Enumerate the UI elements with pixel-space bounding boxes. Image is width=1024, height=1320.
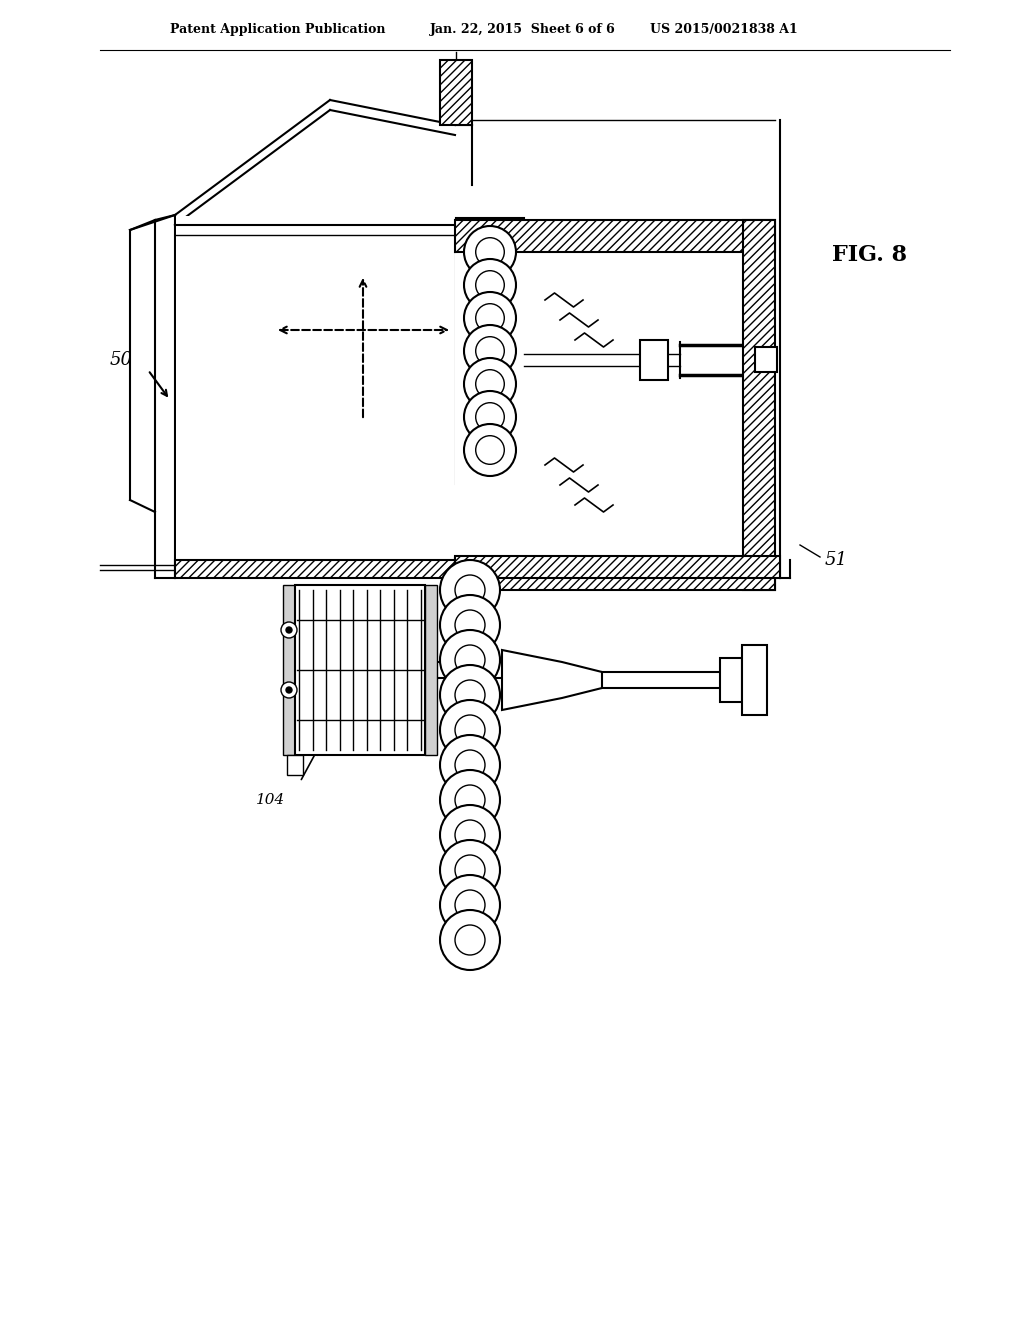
Circle shape bbox=[476, 403, 504, 432]
Text: 104: 104 bbox=[256, 793, 285, 807]
Circle shape bbox=[476, 271, 504, 300]
Bar bbox=[455, 220, 775, 252]
Circle shape bbox=[455, 890, 485, 920]
Circle shape bbox=[286, 686, 292, 693]
Circle shape bbox=[286, 627, 292, 634]
Circle shape bbox=[464, 391, 516, 444]
Bar bbox=[440, 59, 472, 125]
Bar bbox=[176, 216, 454, 558]
Bar bbox=[283, 585, 295, 755]
Circle shape bbox=[476, 370, 504, 399]
Text: US 2015/0021838 A1: US 2015/0021838 A1 bbox=[650, 24, 798, 37]
Circle shape bbox=[455, 820, 485, 850]
Circle shape bbox=[455, 610, 485, 640]
Circle shape bbox=[464, 226, 516, 279]
Bar bbox=[175, 560, 455, 578]
Circle shape bbox=[281, 682, 297, 698]
Circle shape bbox=[440, 630, 500, 690]
Circle shape bbox=[464, 259, 516, 312]
Circle shape bbox=[476, 436, 504, 465]
Circle shape bbox=[455, 715, 485, 744]
Circle shape bbox=[440, 770, 500, 830]
Text: FIG. 8: FIG. 8 bbox=[833, 244, 907, 267]
Circle shape bbox=[455, 785, 485, 814]
Circle shape bbox=[440, 805, 500, 865]
Circle shape bbox=[440, 909, 500, 970]
Circle shape bbox=[440, 840, 500, 900]
Circle shape bbox=[476, 304, 504, 333]
Bar bbox=[455, 556, 780, 578]
Bar bbox=[640, 341, 668, 380]
Bar bbox=[755, 347, 777, 372]
Bar bbox=[455, 252, 743, 558]
Circle shape bbox=[455, 576, 485, 605]
Circle shape bbox=[440, 595, 500, 655]
Bar bbox=[456, 218, 524, 484]
Circle shape bbox=[464, 424, 516, 477]
Circle shape bbox=[464, 358, 516, 411]
Circle shape bbox=[440, 875, 500, 935]
Bar bbox=[287, 755, 303, 775]
Text: 51: 51 bbox=[825, 550, 848, 569]
Bar bbox=[743, 220, 775, 590]
Bar bbox=[425, 585, 437, 755]
Polygon shape bbox=[502, 649, 602, 710]
Text: Jan. 22, 2015  Sheet 6 of 6: Jan. 22, 2015 Sheet 6 of 6 bbox=[430, 24, 615, 37]
Circle shape bbox=[455, 925, 485, 954]
Circle shape bbox=[464, 292, 516, 345]
Bar bbox=[742, 645, 767, 715]
Circle shape bbox=[455, 750, 485, 780]
Circle shape bbox=[476, 337, 504, 366]
Circle shape bbox=[440, 735, 500, 795]
Bar bbox=[455, 558, 775, 590]
Bar bbox=[720, 657, 742, 702]
Circle shape bbox=[440, 700, 500, 760]
Circle shape bbox=[455, 855, 485, 884]
Circle shape bbox=[440, 560, 500, 620]
Circle shape bbox=[455, 680, 485, 710]
Circle shape bbox=[281, 622, 297, 638]
Circle shape bbox=[464, 325, 516, 378]
Circle shape bbox=[476, 238, 504, 267]
Text: 50: 50 bbox=[110, 351, 133, 370]
Circle shape bbox=[455, 645, 485, 675]
Bar bbox=[295, 585, 425, 755]
Text: Patent Application Publication: Patent Application Publication bbox=[170, 24, 385, 37]
Circle shape bbox=[440, 665, 500, 725]
